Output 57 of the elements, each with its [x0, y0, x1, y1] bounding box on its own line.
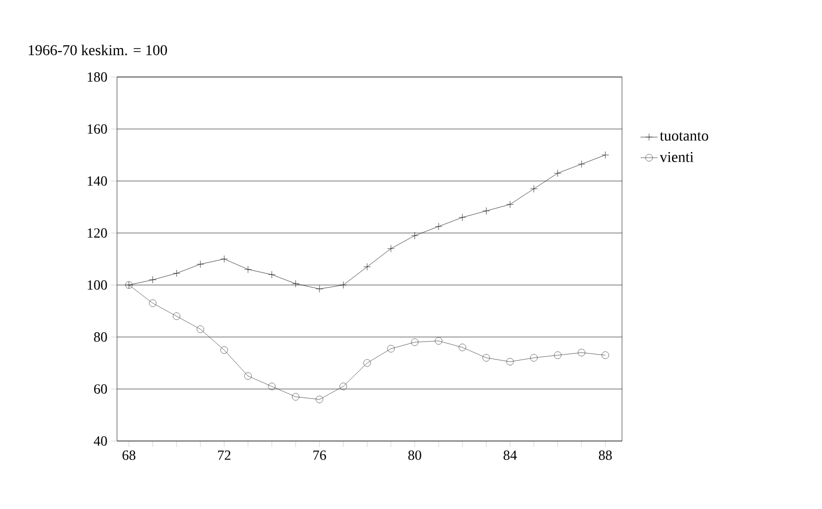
point [220, 346, 228, 354]
x-tick-label: 88 [598, 450, 612, 460]
point [172, 270, 180, 277]
point [363, 263, 371, 270]
point [530, 354, 538, 362]
point [411, 338, 418, 346]
point [316, 396, 324, 404]
point [578, 348, 586, 356]
y-tick-label: 60 [94, 384, 107, 394]
point [292, 393, 300, 400]
point [268, 270, 276, 278]
point [172, 312, 180, 320]
point [458, 344, 466, 352]
y-tick-label: 140 [88, 176, 107, 186]
x-tick-label: 80 [408, 450, 422, 460]
point [244, 266, 252, 274]
chart-title: 1966-70 keskim. = 100 [28, 44, 167, 56]
x-tick-label: 72 [218, 450, 230, 460]
y-tick-label: 80 [94, 332, 107, 342]
point [602, 352, 610, 359]
point [387, 345, 395, 352]
point [340, 382, 347, 390]
point [554, 170, 562, 177]
point [506, 358, 514, 366]
point [482, 354, 490, 362]
point [602, 151, 610, 159]
point [196, 260, 204, 268]
point [387, 244, 395, 252]
point [434, 222, 442, 230]
point [244, 372, 252, 380]
point [292, 280, 300, 288]
point [554, 352, 562, 359]
point [506, 200, 514, 208]
x-tick-label: 68 [122, 450, 136, 460]
legend-label: tuotanto [660, 132, 708, 141]
legend-label: vienti [660, 152, 694, 162]
point [196, 326, 204, 333]
point [220, 255, 228, 263]
y-tick-label: 180 [88, 72, 107, 82]
y-tick-label: 100 [88, 280, 107, 290]
point [149, 276, 156, 284]
x-tick-label: 76 [313, 450, 326, 460]
point [149, 300, 156, 307]
point [530, 185, 538, 192]
point [458, 214, 466, 222]
y-tick-label: 160 [88, 124, 107, 134]
y-tick-label: 120 [88, 228, 107, 238]
point [363, 359, 371, 367]
point [434, 337, 442, 345]
point [268, 382, 276, 390]
x-tick-label: 84 [504, 450, 517, 460]
point [578, 160, 586, 168]
point [482, 207, 490, 215]
point [316, 285, 324, 293]
y-tick-label: 40 [94, 436, 107, 446]
point [340, 281, 347, 289]
point [411, 232, 418, 240]
